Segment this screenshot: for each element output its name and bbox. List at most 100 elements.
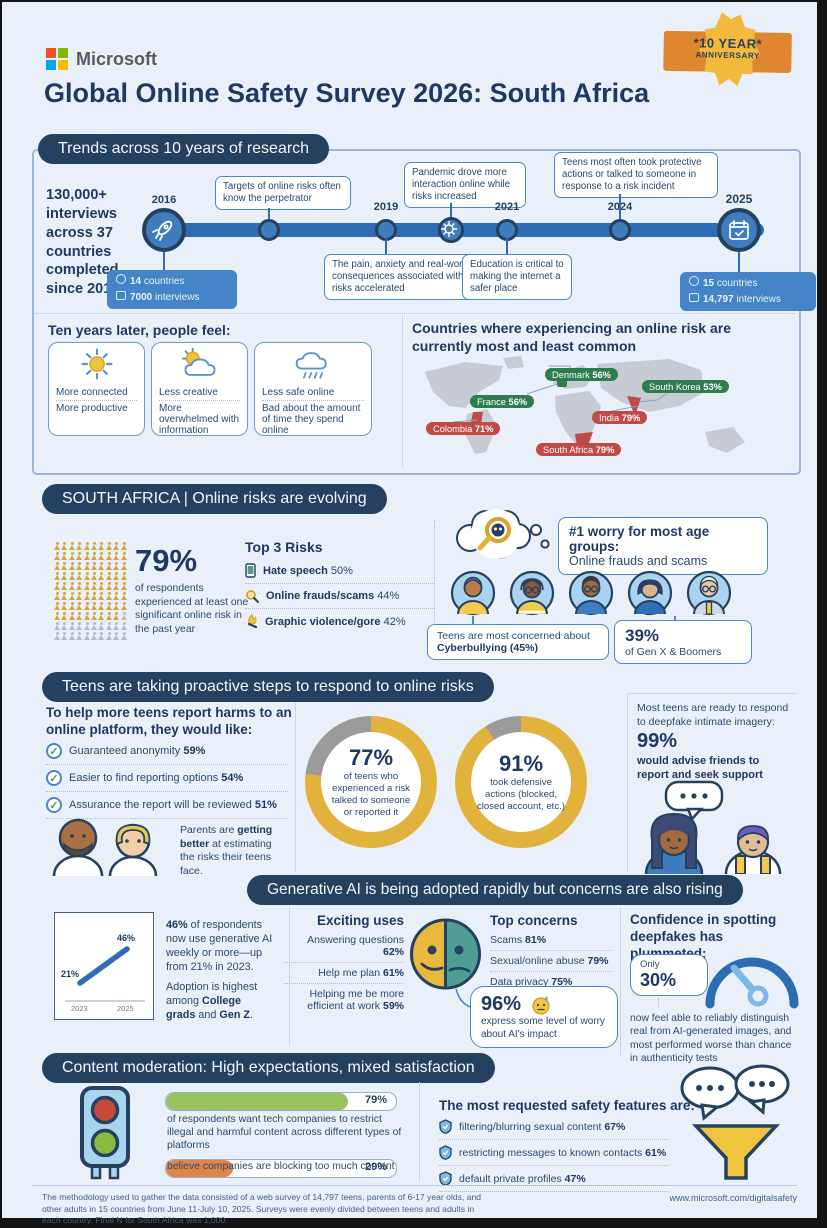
ai-worry-value: 96% (481, 993, 522, 1015)
person-icon (61, 562, 68, 571)
timeline-callout-pandemic: Pandemic drove more interaction online w… (404, 162, 526, 209)
trends-section-frame (32, 149, 801, 475)
person-icon (120, 632, 128, 641)
person-icon (54, 592, 61, 601)
person-icon (76, 592, 83, 601)
concern-item: Scams 81% (490, 930, 612, 951)
feeling-line: Bad about the amount of time they spend … (262, 403, 361, 436)
mixed-feelings-face-icon (410, 918, 481, 1008)
person-icon (76, 552, 83, 561)
worry-sub: Online frauds and scams (569, 554, 708, 568)
person-icon (61, 622, 68, 631)
footer-url[interactable]: www.microsoft.com/digitalsafety (669, 1193, 797, 1203)
parents-illustration (52, 818, 158, 876)
check-icon: ✓ (46, 770, 62, 786)
gauge-icon (705, 957, 799, 1009)
top3-title: Top 3 Risks (245, 539, 323, 555)
person-icon (83, 542, 91, 551)
timeline-year-2025: 2025 (725, 192, 753, 206)
person-icon (54, 602, 61, 611)
report-wishlist: ✓ Guaranteed anonymity 59% ✓ Easier to fin… (46, 738, 288, 819)
person-icon (76, 602, 83, 611)
bar-restrict-content: 79% (165, 1092, 397, 1111)
timeline-callout-2024: Teens most often took protective actions… (554, 152, 718, 199)
donut-desc: of teens who experienced a risk talked t… (331, 771, 411, 818)
avatar-adult-woman (627, 570, 673, 616)
person-icon (105, 632, 113, 641)
map-label-south-africa: South Africa 79% (536, 443, 622, 456)
person-icon (105, 602, 113, 611)
feeling-card-creative: Less creative More overwhelmed with info… (151, 342, 248, 436)
person-icon (120, 562, 128, 571)
genx-box: 39% of Gen X & Boomers (614, 620, 752, 664)
chat-bubble-icon (734, 1064, 790, 1115)
concerns-list: Scams 81% Sexual/online abuse 79% Data p… (490, 930, 612, 992)
person-icon (113, 582, 120, 591)
wishlist-item: ✓ Easier to find reporting options 54% (46, 765, 288, 792)
torch-icon (247, 614, 258, 629)
person-icon (76, 562, 83, 571)
chat-icon (689, 292, 699, 302)
person-icon (120, 542, 128, 551)
features-list: filtering/blurring sexual content 67% re… (439, 1114, 669, 1192)
trends-section-title: Trends across 10 years of research (38, 134, 330, 164)
donut-chart-talked: 77% of teens who experienced a risk talk… (305, 716, 437, 848)
person-icon (113, 542, 120, 551)
feelings-title: Ten years later, people feel: (48, 322, 231, 338)
globe-icon (116, 274, 126, 284)
bar-label: 79% (364, 1094, 387, 1106)
person-icon (98, 552, 105, 561)
worry-thought-bubble (456, 509, 550, 559)
filter-illustration (680, 1064, 790, 1180)
person-icon (113, 552, 120, 561)
person-icon (113, 592, 120, 601)
person-icon (120, 602, 128, 611)
deepfake-conf-title: Confidence in spotting deepfakes has plu… (630, 912, 777, 961)
features-title: The most requested safety features are: (439, 1098, 695, 1113)
microsoft-logo: Microsoft (46, 48, 157, 70)
donut-value: 91% (498, 751, 544, 777)
person-icon (98, 592, 105, 601)
feeling-card-connected: More connected More productive (48, 342, 145, 436)
person-icon (120, 622, 128, 631)
map-label-france: France 56% (470, 395, 535, 408)
teens-illustration (644, 780, 782, 874)
virus-icon (441, 221, 457, 237)
person-icon (61, 552, 68, 561)
person-icon (68, 612, 76, 621)
timeline-node-2025 (717, 208, 761, 252)
deepfake-desc: would advise friends to report and seek … (637, 755, 763, 782)
donut-value: 77% (348, 745, 394, 771)
person-icon (113, 562, 120, 571)
timeline-year-2016: 2016 (151, 194, 177, 206)
person-icon (105, 612, 113, 621)
teen-boy (724, 825, 782, 874)
person-icon (98, 622, 105, 631)
risk-item: Online frauds/scams 44% (245, 584, 435, 609)
concern-item: Sexual/online abuse 79% (490, 951, 612, 972)
person-icon (98, 632, 105, 641)
worried-face-icon (532, 995, 550, 1015)
person-icon (54, 542, 61, 551)
person-icon (76, 622, 83, 631)
person-icon (98, 562, 105, 571)
brand-name: Microsoft (76, 48, 157, 69)
person-icon (68, 582, 76, 591)
person-icon (113, 572, 120, 581)
chat-bubble-icon (680, 1066, 740, 1121)
person-icon (120, 552, 128, 561)
timeline-node-2017 (258, 219, 280, 241)
person-icon (105, 582, 113, 591)
person-icon (113, 612, 120, 621)
person-icon (113, 632, 120, 641)
person-icon (105, 592, 113, 601)
adoption-text-2: Adoption is highest among College grads … (166, 981, 258, 1022)
person-icon (105, 562, 113, 571)
globe-icon (689, 276, 699, 286)
concerns-title: Top concerns (490, 913, 578, 928)
person-icon (83, 582, 91, 591)
adoption-text: 46% of respondents now use generative AI… (166, 919, 273, 974)
bar-blocking-caption: believe companies are blocking too much … (167, 1161, 395, 1172)
feature-item: filtering/blurring sexual content 67% (439, 1114, 669, 1140)
